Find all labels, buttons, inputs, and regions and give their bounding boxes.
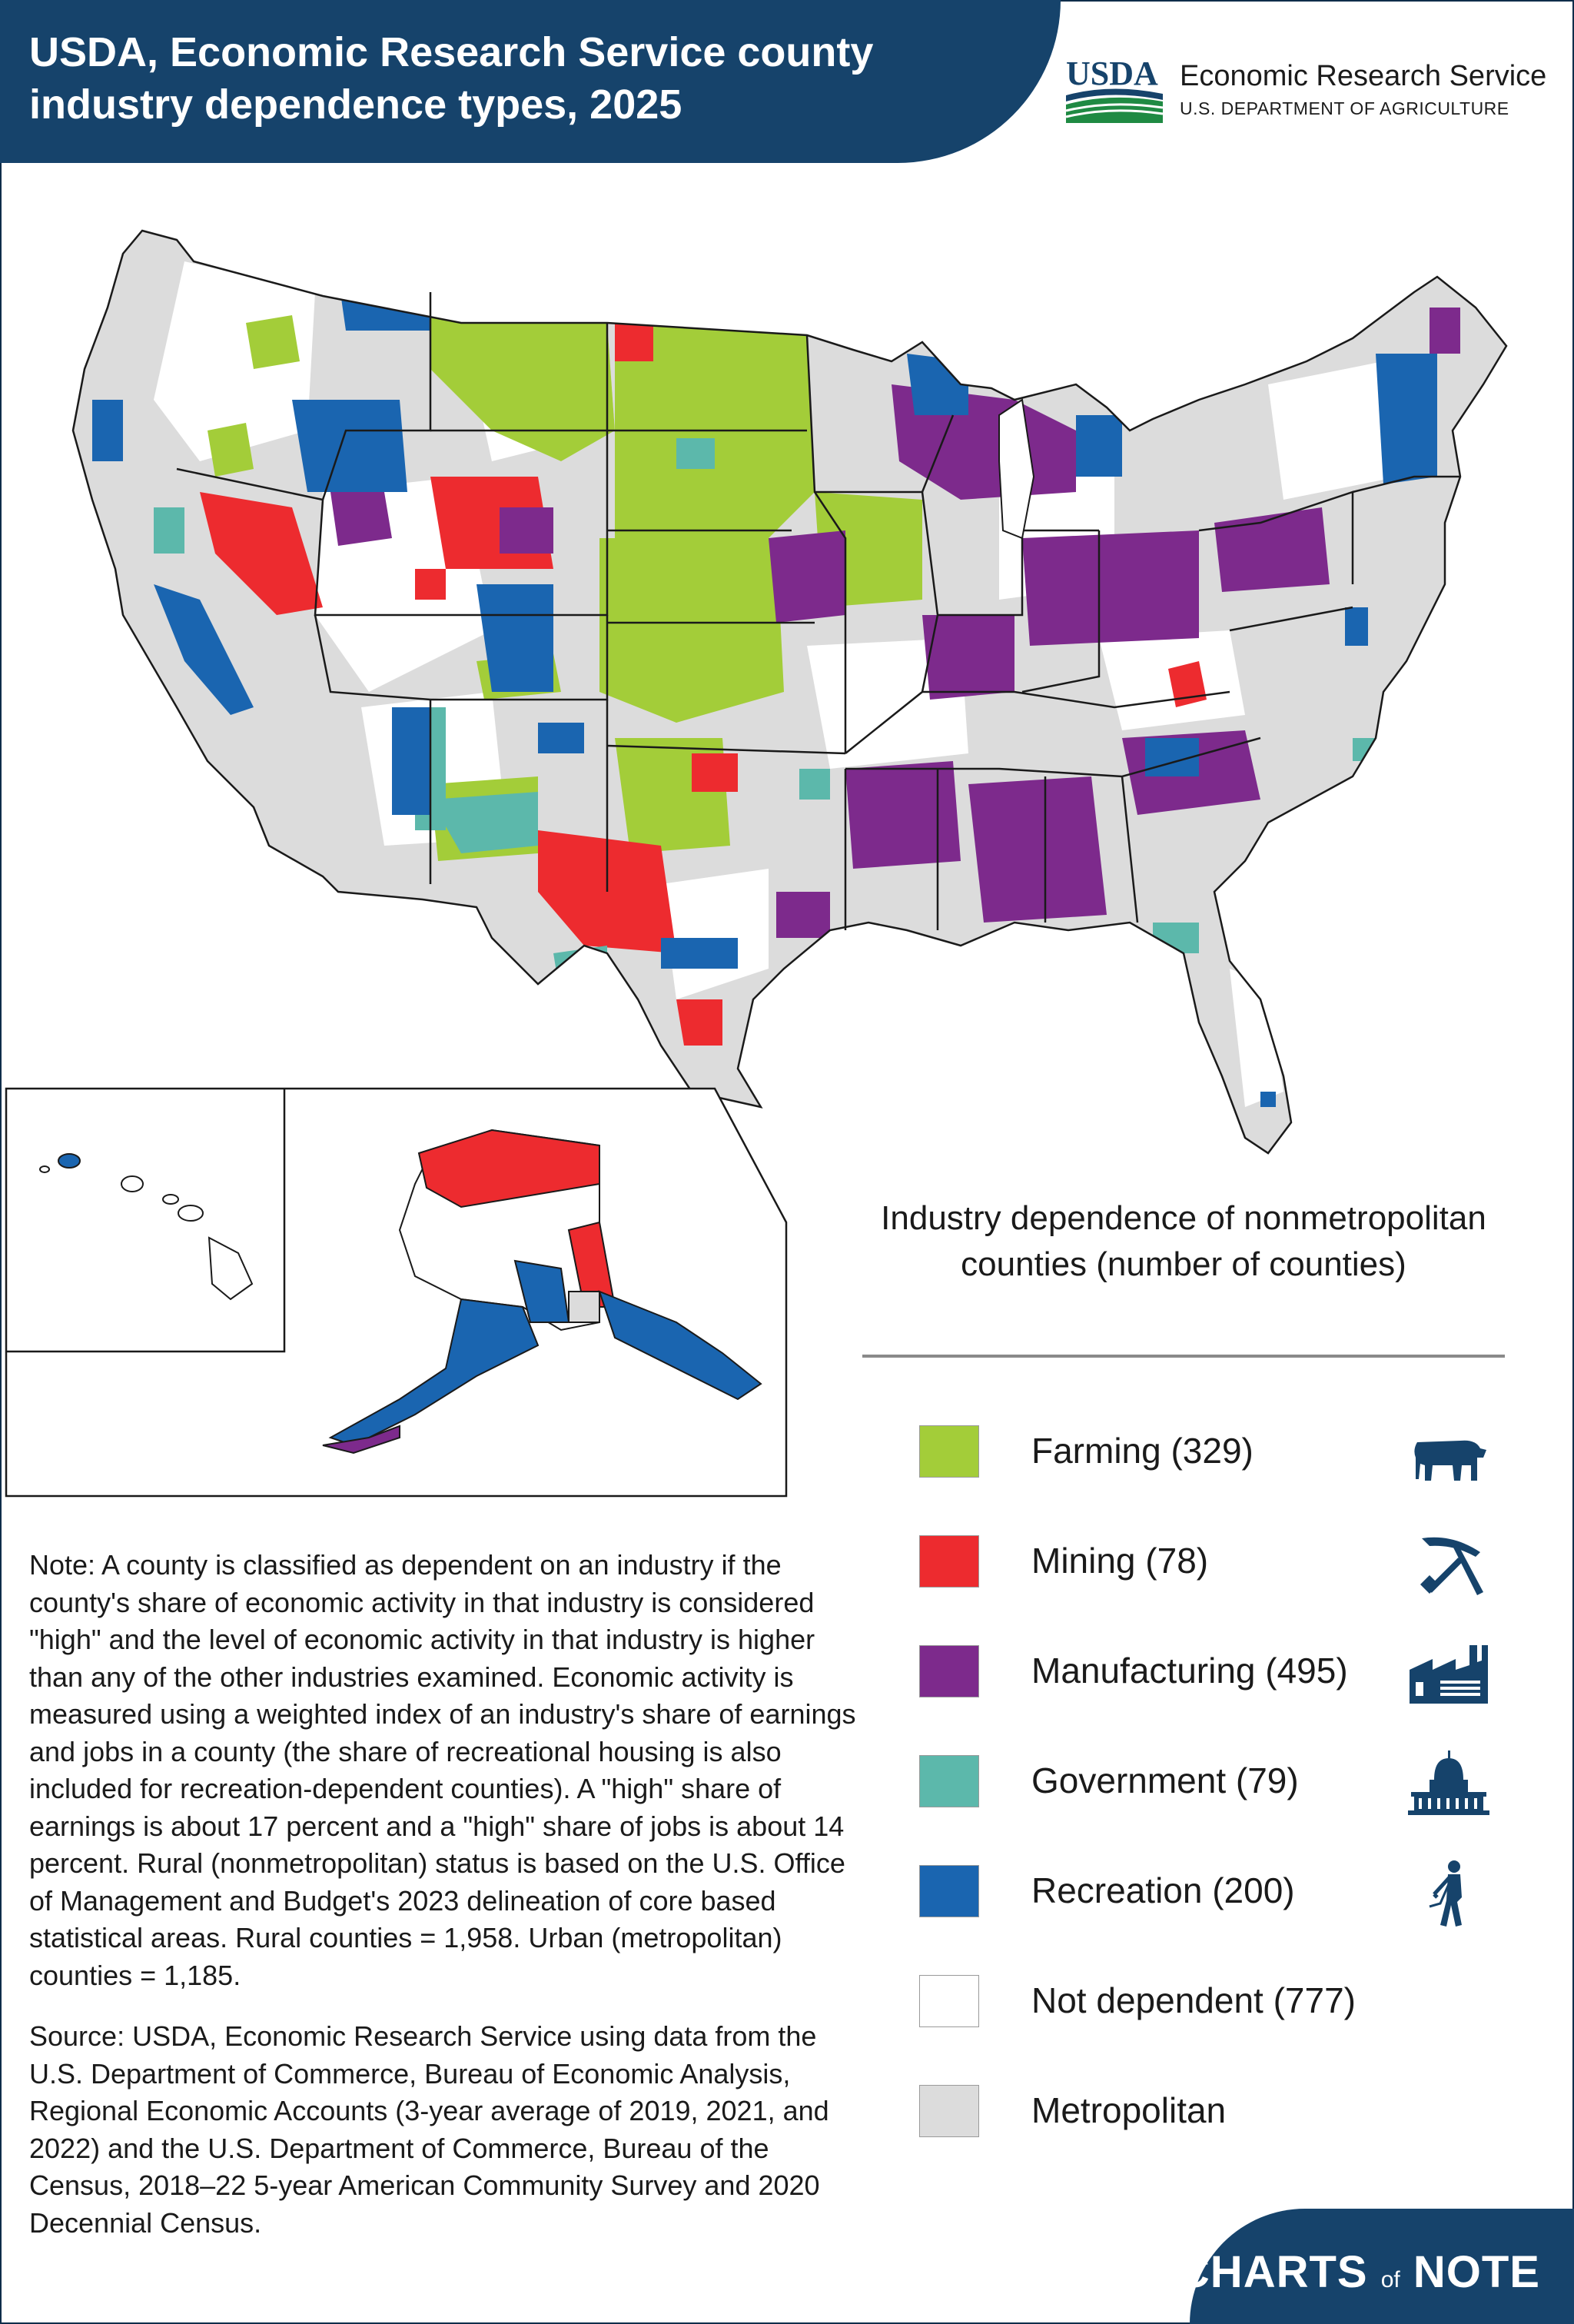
county-dependence-map	[5, 229, 1508, 1498]
legend-item-manufacturing: Manufacturing (495)	[919, 1645, 1503, 1704]
government-swatch	[919, 1755, 979, 1807]
farming-swatch	[919, 1425, 979, 1478]
agency-name: Economic Research Service	[1180, 60, 1547, 92]
not-dependent-swatch	[919, 1975, 979, 2027]
usda-logo: USDA	[1065, 55, 1164, 123]
mining-swatch	[919, 1535, 979, 1588]
legend-item-recreation: Recreation (200)	[919, 1860, 1503, 1927]
legend-label-metropolitan: Metropolitan	[1031, 2090, 1227, 2130]
note-text: Note: A county is classified as dependen…	[29, 1549, 856, 1991]
brand-left: CHARTS	[1177, 2247, 1368, 2297]
header-banner	[0, 0, 1061, 163]
brand-mid: of	[1380, 2267, 1400, 2292]
brand-right: NOTE	[1413, 2247, 1540, 2297]
legend-title: Industry dependence of nonmetropolitan c…	[881, 1199, 1486, 1283]
usda-logo-text: USDA	[1066, 55, 1158, 92]
recreation-swatch	[919, 1865, 979, 1917]
golfer-icon	[1429, 1860, 1462, 1927]
legend-label-manufacturing: Manufacturing (495)	[1031, 1651, 1348, 1691]
factory-icon	[1410, 1645, 1488, 1704]
legend-divider	[862, 1355, 1505, 1358]
legend-item-metropolitan: Metropolitan	[919, 2085, 1503, 2142]
legend-item-government: Government (79)	[919, 1750, 1503, 1815]
legend-label-farming: Farming (329)	[1031, 1431, 1254, 1471]
legend-label-recreation: Recreation (200)	[1031, 1870, 1295, 1910]
charts-of-note-logo: CHARTS of NOTE	[1177, 2246, 1540, 2298]
shovel-pickaxe-icon	[1420, 1537, 1483, 1595]
metropolitan-swatch	[919, 2085, 979, 2137]
capitol-icon	[1408, 1750, 1489, 1815]
page-title: USDA, Economic Research Service county i…	[29, 29, 874, 128]
legend-label-not-dependent: Not dependent (777)	[1031, 1980, 1356, 2020]
source-text: Source: USDA, Economic Research Service …	[29, 2020, 829, 2239]
cow-icon	[1414, 1440, 1486, 1481]
legend-item-mining: Mining (78)	[919, 1535, 1503, 1595]
department-name: U.S. DEPARTMENT OF AGRICULTURE	[1180, 98, 1509, 118]
legend-label-government: Government (79)	[1031, 1760, 1299, 1800]
legend-item-not-dependent: Not dependent (777)	[919, 1975, 1503, 2032]
manufacturing-swatch	[919, 1645, 979, 1697]
legend-item-farming: Farming (329)	[919, 1425, 1503, 1482]
legend-label-mining: Mining (78)	[1031, 1541, 1209, 1581]
footer-banner	[1190, 2209, 1574, 2324]
